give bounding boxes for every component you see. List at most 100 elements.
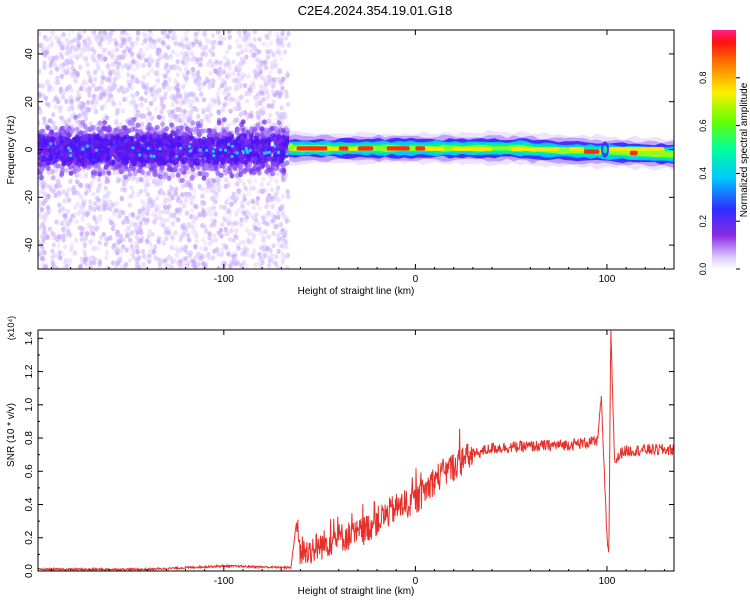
spectrogram-cell xyxy=(110,226,116,232)
spectrogram-cell xyxy=(76,191,82,197)
snr-x-tick-label: -100 xyxy=(214,576,234,587)
spectrogram-cell xyxy=(75,96,81,102)
spectrogram-cell xyxy=(51,231,56,237)
spectrogram-cell xyxy=(76,41,82,48)
spectrogram-cell xyxy=(235,127,241,133)
spectrogram-cell xyxy=(50,98,55,104)
spectrogram-cell xyxy=(255,159,261,166)
spectrogram-cell xyxy=(107,199,113,205)
spectrogram-cell xyxy=(185,58,190,64)
spectrogram-cell xyxy=(284,218,289,224)
spectrogram-cell xyxy=(39,175,44,181)
snr-series-line xyxy=(38,330,674,571)
spectrogram-cell xyxy=(51,112,56,118)
spectrogram-cell xyxy=(244,91,249,97)
spectrogram-cell xyxy=(111,211,117,217)
spectrogram-cell xyxy=(285,72,290,78)
spectrogram-cell xyxy=(269,252,274,258)
spectrogram-cell xyxy=(122,219,127,225)
spectrogram-cell xyxy=(145,202,150,208)
spectrogram-cell xyxy=(146,170,152,176)
spectrogram-cell xyxy=(272,76,277,83)
spectrogram-cell xyxy=(66,64,71,71)
spectrogram-cell xyxy=(196,113,201,119)
spectrogram-cell xyxy=(143,37,148,44)
spectrogram-cell xyxy=(39,166,45,172)
spectrogram-core-red xyxy=(415,146,425,151)
spectrogram-cell xyxy=(252,52,257,58)
spectrogram-cell xyxy=(136,191,141,197)
spectrogram-cell xyxy=(270,157,276,163)
spectrogram-cell xyxy=(149,115,155,121)
spectrogram-cell xyxy=(169,256,174,262)
spectrogram-cell xyxy=(174,186,179,192)
spectrogram-cell xyxy=(68,178,73,184)
spectrogram-cell xyxy=(139,238,144,244)
spectrogram-cell xyxy=(276,151,280,155)
spectrogram-cell xyxy=(152,177,157,183)
spectrogram-cell xyxy=(159,97,165,103)
spectrogram-cell xyxy=(98,85,103,91)
spectrogram-cell xyxy=(218,60,223,66)
spectrogram-cell xyxy=(116,239,122,245)
spectrogram-cell xyxy=(143,97,148,103)
spectrogram-cell xyxy=(221,69,227,75)
spectrogram-cell xyxy=(278,222,284,228)
spectrogram-cell xyxy=(152,220,157,226)
spectrogram-cell xyxy=(236,188,241,195)
spectrogram-cell xyxy=(62,198,67,204)
spectrogram-cell xyxy=(128,157,134,163)
spectrogram-cell xyxy=(100,35,105,41)
spectrogram-cell xyxy=(238,171,243,178)
spectrogram-cell xyxy=(94,219,99,225)
spectrogram-cell xyxy=(44,49,49,55)
spectrogram-cell xyxy=(84,256,89,262)
spectrogram-cell xyxy=(108,206,113,212)
spectrogram-cell xyxy=(274,129,280,135)
spectrogram-cell xyxy=(147,111,152,117)
spectrogram-cell xyxy=(216,109,221,115)
spectrogram-cell xyxy=(84,212,90,218)
spectrogram-cell xyxy=(102,193,108,199)
spectrogram-cell xyxy=(211,183,216,189)
spectrogram-cell xyxy=(125,150,131,156)
spectrogram-cell xyxy=(194,96,199,102)
spectrogram-cell xyxy=(79,86,84,92)
spectrogram-cell xyxy=(43,263,48,269)
spectrogram-cell xyxy=(56,38,61,44)
spectrogram-cell xyxy=(275,232,281,238)
spectrogram-cell xyxy=(203,51,208,57)
spectrogram-cell xyxy=(46,44,51,50)
spectrogram-cell xyxy=(145,117,150,123)
spectrogram-cell xyxy=(192,140,198,146)
spectrogram-cell xyxy=(144,177,149,183)
spectrogram-cell xyxy=(85,62,90,68)
spectrogram-cell xyxy=(168,133,173,139)
spectrogram-cell xyxy=(106,125,111,131)
spectrogram-cell xyxy=(199,255,204,261)
spectrogram-cell xyxy=(55,156,60,162)
spectrogram-cell xyxy=(120,166,126,172)
spectrogram-cell xyxy=(86,222,91,228)
spectrogram-cell xyxy=(147,258,152,265)
spectrogram-cell xyxy=(175,172,181,178)
spectrogram-cell xyxy=(271,51,276,58)
spectrogram-cell xyxy=(166,175,172,181)
colorbar-tick-label: 0.6 xyxy=(698,119,708,132)
spectrogram-cell xyxy=(189,176,195,182)
spectrogram-cell xyxy=(67,32,72,38)
spectrogram-cell xyxy=(248,148,252,152)
spectrogram-cell xyxy=(254,212,259,218)
spectrogram-cell xyxy=(131,58,136,65)
spectrogram-cell xyxy=(206,158,212,164)
spectrogram-cell xyxy=(170,221,176,227)
spectrogram-cell xyxy=(95,58,100,64)
spectrogram-cell xyxy=(233,117,238,124)
spectrogram-cell xyxy=(69,87,75,93)
spectrogram-cell xyxy=(41,214,46,220)
spectrogram-cell xyxy=(284,254,289,260)
spectrogram-cell xyxy=(51,263,57,269)
spectrogram-cell xyxy=(41,200,47,206)
spectrogram-cell xyxy=(261,96,266,102)
spectrogram-cell xyxy=(206,252,211,258)
